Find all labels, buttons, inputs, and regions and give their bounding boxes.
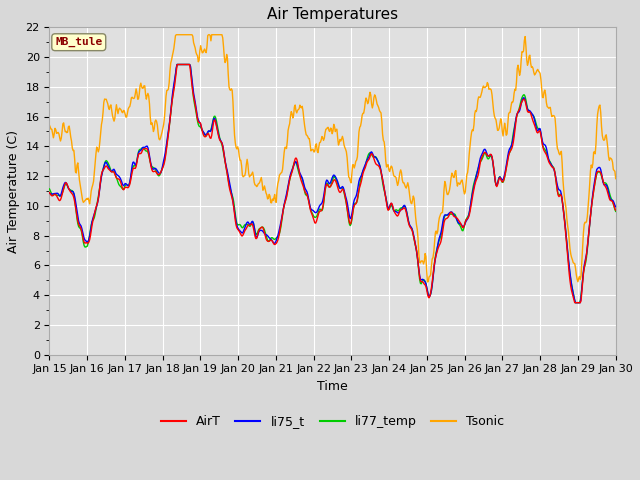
AirT bbox=[172, 76, 179, 82]
Tsonic bbox=[419, 258, 427, 264]
Tsonic bbox=[202, 50, 210, 56]
Line: li77_temp: li77_temp bbox=[49, 64, 616, 303]
li77_temp bbox=[114, 180, 122, 185]
Line: Tsonic: Tsonic bbox=[49, 35, 616, 282]
Line: li75_t: li75_t bbox=[49, 64, 616, 303]
li77_temp bbox=[612, 208, 620, 214]
Y-axis label: Air Temperature (C): Air Temperature (C) bbox=[7, 130, 20, 252]
Tsonic bbox=[45, 122, 53, 128]
Tsonic bbox=[424, 279, 431, 285]
Title: Air Temperatures: Air Temperatures bbox=[267, 7, 398, 22]
AirT bbox=[419, 279, 427, 285]
li77_temp bbox=[572, 300, 579, 306]
li75_t bbox=[403, 207, 410, 213]
li77_temp bbox=[56, 193, 63, 199]
li75_t bbox=[419, 276, 427, 282]
Tsonic bbox=[612, 176, 620, 181]
li75_t bbox=[172, 71, 179, 77]
AirT bbox=[202, 133, 210, 139]
li77_temp bbox=[202, 133, 210, 139]
Tsonic bbox=[114, 111, 122, 117]
li75_t bbox=[45, 190, 53, 196]
Line: AirT: AirT bbox=[49, 64, 616, 303]
li77_temp bbox=[403, 207, 410, 213]
Tsonic bbox=[403, 185, 410, 191]
AirT bbox=[114, 176, 122, 182]
li75_t bbox=[572, 300, 579, 306]
Tsonic bbox=[172, 32, 180, 37]
li77_temp bbox=[172, 72, 179, 78]
Tsonic bbox=[172, 33, 179, 38]
li77_temp bbox=[45, 186, 53, 192]
AirT bbox=[45, 190, 53, 195]
li77_temp bbox=[173, 61, 181, 67]
li75_t bbox=[56, 193, 63, 199]
AirT bbox=[571, 300, 579, 306]
li75_t bbox=[202, 132, 210, 138]
X-axis label: Time: Time bbox=[317, 380, 348, 393]
Legend: AirT, li75_t, li77_temp, Tsonic: AirT, li75_t, li77_temp, Tsonic bbox=[156, 410, 509, 433]
AirT bbox=[56, 198, 63, 204]
AirT bbox=[174, 61, 182, 67]
li75_t bbox=[114, 172, 122, 178]
li75_t bbox=[173, 61, 181, 67]
AirT bbox=[612, 207, 620, 213]
Text: MB_tule: MB_tule bbox=[55, 37, 102, 48]
li75_t bbox=[612, 204, 620, 210]
AirT bbox=[403, 209, 410, 215]
li77_temp bbox=[419, 277, 427, 283]
Tsonic bbox=[56, 135, 63, 141]
